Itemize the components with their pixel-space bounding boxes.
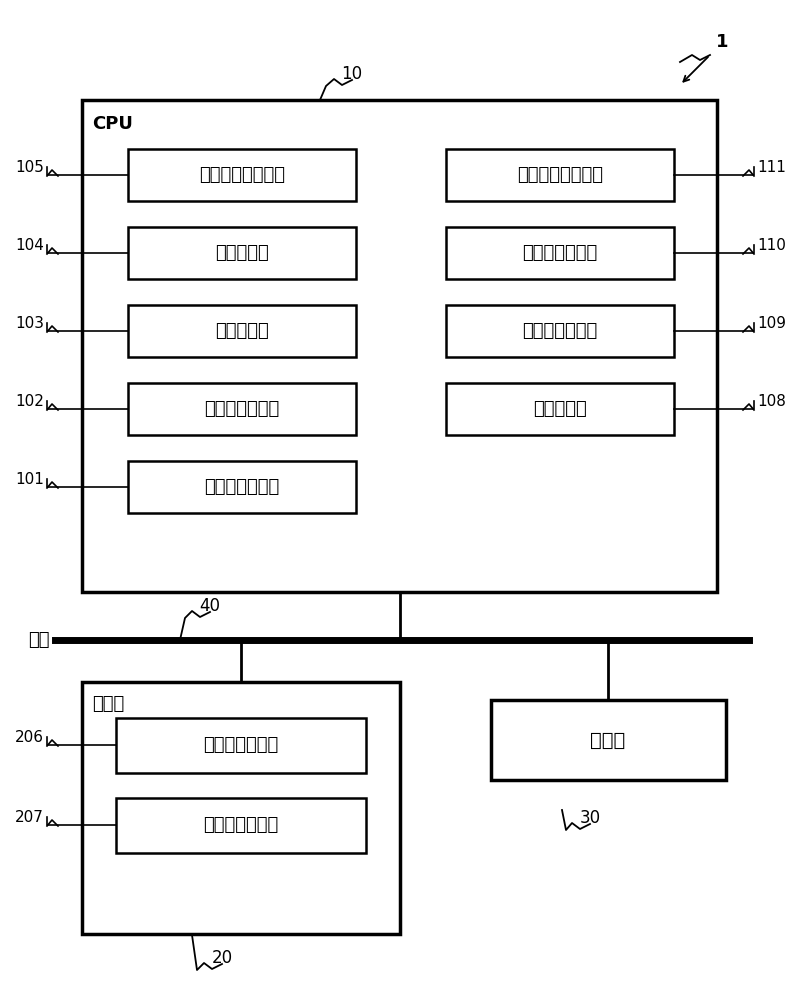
Bar [446,227,674,279]
Text: 存储器: 存储器 [92,695,125,713]
Text: 安全用代码生成部: 安全用代码生成部 [199,166,285,184]
Text: 消息解析部: 消息解析部 [533,400,587,418]
Text: 1: 1 [716,33,728,51]
Text: 30: 30 [579,809,601,827]
Text: 103: 103 [15,316,44,330]
Text: 101: 101 [15,472,44,487]
Bar [128,383,356,435]
Text: 通信部: 通信部 [590,730,626,750]
Bar [128,461,356,513]
Text: 通信信息存储部: 通信信息存储部 [204,816,279,834]
Text: 安全用代码验证部: 安全用代码验证部 [517,166,603,184]
Text: 207: 207 [15,810,44,824]
Text: 共享信息管理部: 共享信息管理部 [205,400,280,418]
Text: 密钐管理部: 密钐管理部 [215,322,269,340]
Text: 共享信息验证部: 共享信息验证部 [523,244,598,262]
Text: 108: 108 [757,393,786,408]
Text: CPU: CPU [92,115,133,133]
Text: 104: 104 [15,237,44,252]
Text: 加密信息存储部: 加密信息存储部 [204,736,279,754]
Bar [446,383,674,435]
Text: 处理判断控制部: 处理判断控制部 [523,322,598,340]
Text: 111: 111 [757,159,786,174]
Text: 105: 105 [15,159,44,174]
Bar [116,718,366,772]
Text: 20: 20 [212,949,233,967]
Bar [128,227,356,279]
Text: 消息生成部: 消息生成部 [215,244,269,262]
Text: 总线: 总线 [29,631,50,649]
Text: 206: 206 [15,730,44,744]
Text: 109: 109 [757,316,786,330]
Bar [491,700,725,780]
Bar [116,798,366,852]
Bar [128,305,356,357]
Bar [446,149,674,201]
Bar [128,149,356,201]
Text: 共享信息生成部: 共享信息生成部 [205,478,280,496]
Bar [82,100,717,592]
Text: 110: 110 [757,237,786,252]
Text: 102: 102 [15,393,44,408]
Text: 40: 40 [200,597,221,615]
Text: 10: 10 [341,65,363,83]
Bar [82,682,400,934]
Bar [446,305,674,357]
